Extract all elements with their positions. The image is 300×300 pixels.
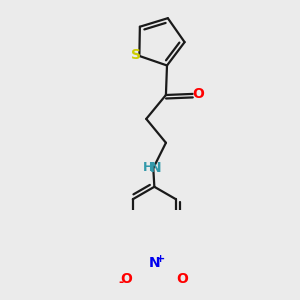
Text: H: H xyxy=(143,161,154,174)
Text: O: O xyxy=(121,272,133,286)
Text: N: N xyxy=(150,160,161,175)
Text: S: S xyxy=(131,48,141,62)
Text: -: - xyxy=(118,276,124,289)
Text: +: + xyxy=(156,254,165,264)
Text: N: N xyxy=(148,256,160,270)
Text: O: O xyxy=(177,272,188,286)
Text: O: O xyxy=(192,87,204,101)
